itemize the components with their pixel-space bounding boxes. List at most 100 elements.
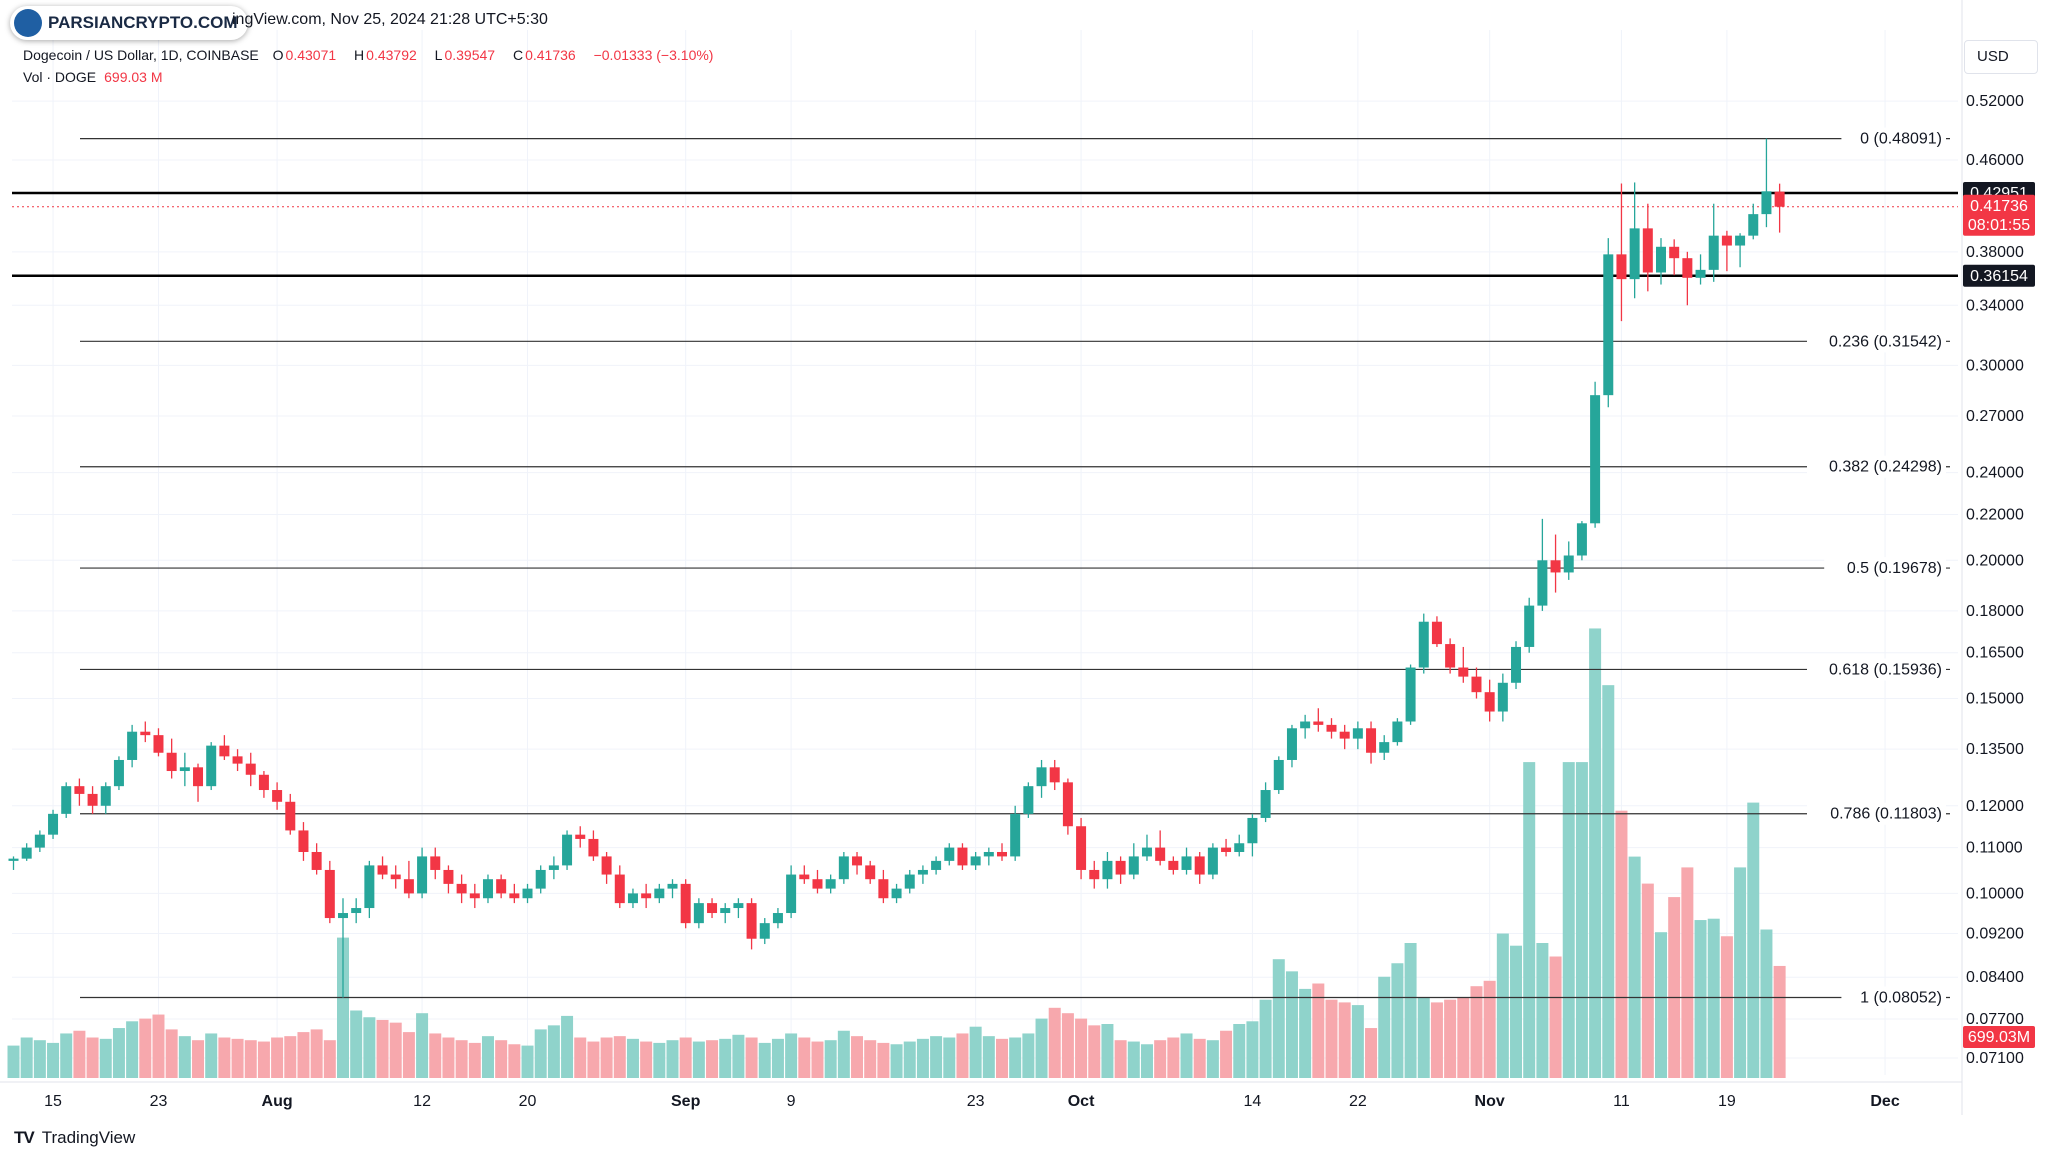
- tradingview-brand: TradingView: [41, 1128, 136, 1147]
- volume-bar: [1022, 1033, 1035, 1078]
- volume-bar: [706, 1040, 719, 1078]
- candle-body: [1511, 646, 1522, 683]
- price-axis-tick: 0.12000: [1966, 798, 2024, 815]
- candle-body: [1603, 254, 1614, 396]
- candle-body: [904, 874, 915, 889]
- candle-body: [865, 865, 876, 880]
- volume-bar: [442, 1037, 455, 1078]
- time-axis-tick: Aug: [262, 1093, 293, 1110]
- candle-body: [641, 893, 652, 899]
- candle-body: [1168, 860, 1179, 870]
- volume-bar: [1562, 762, 1575, 1078]
- volume-bar: [943, 1037, 956, 1078]
- source-caption: ingView.com, Nov 25, 2024 21:28 UTC+5:30: [232, 11, 548, 28]
- volume-bar: [903, 1041, 916, 1078]
- candle-body: [1102, 860, 1113, 880]
- time-axis-tick: 20: [519, 1093, 537, 1110]
- candle-body: [1629, 228, 1640, 280]
- candle-body: [799, 874, 810, 880]
- volume-bar: [152, 1014, 165, 1078]
- candle-body: [917, 869, 928, 875]
- fib-label-background: [1807, 802, 1946, 825]
- time-axis-tick: Nov: [1475, 1093, 1505, 1110]
- volume-bar: [1127, 1041, 1140, 1078]
- candle-body: [1471, 676, 1482, 693]
- candle-body: [113, 759, 124, 787]
- volume-bar: [1510, 945, 1523, 1078]
- volume-bar: [1312, 983, 1325, 1078]
- candle-body: [522, 888, 533, 899]
- volume-bar: [1668, 897, 1681, 1078]
- candle-body: [878, 879, 889, 899]
- candle-body: [1497, 682, 1508, 712]
- time-axis-tick: Dec: [1870, 1093, 1899, 1110]
- volume-bar: [389, 1022, 402, 1078]
- volume-bar: [60, 1033, 73, 1078]
- candle-body: [812, 879, 823, 889]
- volume-bar: [73, 1030, 86, 1078]
- volume-bar: [771, 1038, 784, 1078]
- candle-body: [1313, 721, 1324, 725]
- volume-bar: [1747, 802, 1760, 1078]
- volume-label: 699.03M: [1968, 1029, 2030, 1046]
- candle-body: [1748, 214, 1759, 236]
- low-value: 0.39547: [444, 47, 496, 63]
- candle-body: [1721, 235, 1732, 246]
- candle-body: [21, 847, 32, 859]
- volume-bar: [1114, 1040, 1127, 1078]
- candle-body: [1669, 246, 1680, 259]
- candle-body: [272, 790, 283, 802]
- volume-bar: [574, 1037, 587, 1078]
- volume-bar: [1681, 867, 1694, 1078]
- candle-body: [720, 908, 731, 914]
- candle-body: [838, 856, 849, 880]
- candle-body: [311, 851, 322, 870]
- volume-bar: [1351, 1005, 1364, 1078]
- volume-bar: [508, 1044, 521, 1078]
- volume-bar: [969, 1026, 982, 1078]
- tradingview-footer[interactable]: TV TradingView: [14, 1128, 135, 1148]
- volume-bar: [139, 1018, 152, 1078]
- currency-selector[interactable]: USD: [1964, 40, 2038, 74]
- candle-body: [1062, 782, 1073, 827]
- volume-bar: [271, 1037, 284, 1078]
- fib-level-label: 0.236 (0.31542): [1829, 333, 1942, 350]
- tradingview-logo-icon: TV: [14, 1128, 35, 1147]
- candle-body: [733, 903, 744, 909]
- candle-body: [746, 903, 757, 939]
- volume-bar: [1246, 1021, 1259, 1078]
- volume-bar: [561, 1015, 574, 1078]
- volume-bar: [1206, 1040, 1219, 1078]
- high-value: 0.43792: [366, 47, 417, 63]
- candle-body: [87, 793, 98, 806]
- candle-body: [1537, 560, 1548, 606]
- source-watermark: PARSIANCRYPTO.COM: [10, 6, 248, 40]
- candle-body: [1023, 786, 1034, 814]
- candle-body: [1181, 856, 1192, 870]
- volume-bar: [1193, 1038, 1206, 1078]
- volume-legend: Vol · DOGE 699.03 M: [23, 69, 163, 85]
- candle-body: [298, 830, 309, 852]
- price-axis-tick: 0.27000: [1966, 408, 2024, 425]
- volume-bar: [1259, 999, 1272, 1078]
- volume-bar: [205, 1033, 218, 1078]
- candle-body: [707, 903, 718, 914]
- volume-bar: [1536, 943, 1549, 1078]
- candle-body: [153, 735, 164, 753]
- price-label-background: [1963, 264, 2035, 287]
- price-axis-tick: 0.22000: [1966, 506, 2024, 523]
- volume-bar: [363, 1017, 376, 1078]
- volume-bar: [1233, 1024, 1246, 1078]
- candle-body: [61, 786, 72, 814]
- candle-body: [140, 731, 151, 736]
- volume-bar: [547, 1025, 560, 1078]
- candle-body: [575, 834, 586, 839]
- volume-bar: [429, 1033, 442, 1078]
- time-axis-tick: Sep: [671, 1093, 701, 1110]
- volume-bar: [7, 1045, 20, 1078]
- candle-body: [8, 858, 19, 861]
- candle-body: [1563, 555, 1574, 573]
- symbol-title: Dogecoin / US Dollar, 1D, COINBASE: [23, 47, 259, 63]
- candle-body: [772, 913, 783, 924]
